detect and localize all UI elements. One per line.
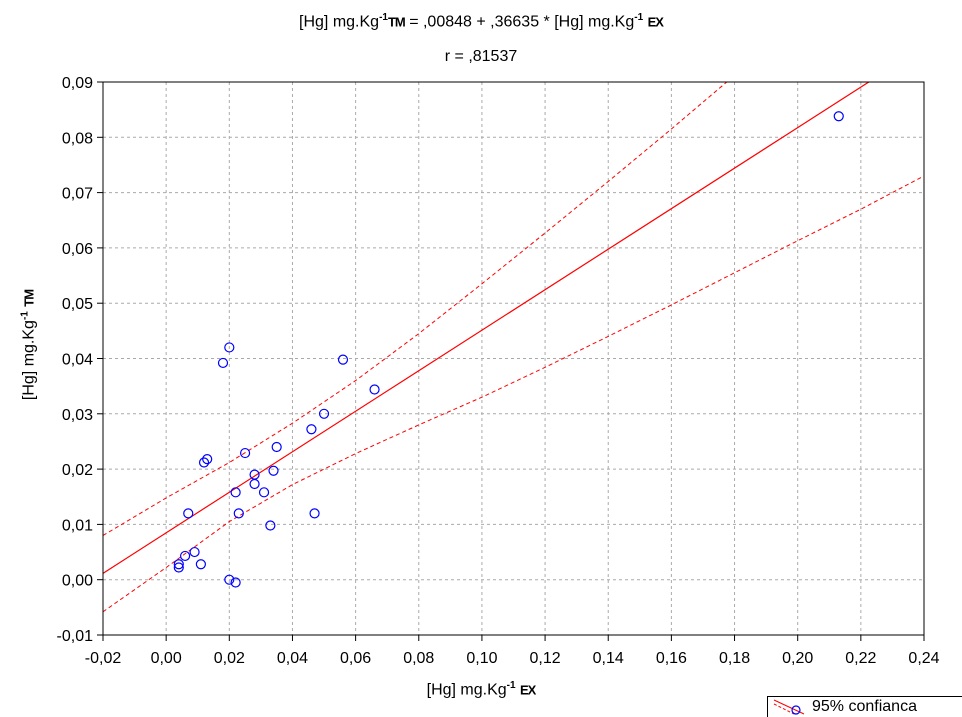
chart-subtitle: r = ,81537 — [444, 48, 518, 65]
x-tick-label: 0,12 — [530, 650, 561, 667]
data-point — [833, 111, 844, 122]
data-point — [249, 469, 260, 480]
data-point — [318, 408, 330, 419]
data-point — [173, 562, 184, 573]
title-tag-2: EX — [647, 14, 664, 30]
x-tick-label: -0,02 — [85, 650, 122, 667]
x-tick-label: 0,10 — [466, 650, 497, 667]
x-tick-label: 0,24 — [908, 650, 939, 667]
x-axis-ticks: -0,02 0,00 0,02 0,04 0,06 0,08 0,10 0,12 0,14 0,1… — [85, 635, 940, 667]
data-points — [173, 111, 844, 588]
x-tick-label: 0,00 — [151, 650, 182, 667]
x-tick-label: 0,06 — [340, 650, 371, 667]
x-tick-label: 0,08 — [403, 650, 434, 667]
xlabel-prefix: [Hg] mg.Kg — [426, 681, 507, 699]
data-point — [233, 508, 244, 519]
data-point — [173, 559, 184, 570]
data-point — [265, 520, 276, 531]
title-sup-2: -1 — [634, 12, 644, 23]
data-point — [306, 424, 317, 435]
y-axis-ticks: -0,01 0,00 0,01 0,02 0,03 0,04 0,05 0,06 0,07 0,0… — [57, 75, 103, 645]
ylabel-prefix: [Hg] mg.Kg — [20, 320, 38, 401]
lower-confidence-line — [103, 175, 924, 613]
x-tick-label: 0,22 — [845, 650, 876, 667]
x-tick-label: 0,16 — [656, 650, 687, 667]
x-tick-label: 0,02 — [214, 650, 245, 667]
x-tick-label: 0,04 — [277, 650, 308, 667]
grid-lines — [103, 82, 924, 635]
y-tick-label: 0,00 — [62, 573, 93, 590]
y-tick-label: 0,07 — [62, 186, 93, 203]
regression-line — [103, 82, 870, 574]
y-tick-label: 0,01 — [62, 517, 93, 534]
legend-label: 95% confianca — [812, 698, 917, 715]
legend: 95% confianca — [767, 696, 962, 717]
y-axis-label: [Hg] mg.Kg-1 TM — [19, 290, 38, 400]
title-sup-1: -1 — [379, 12, 388, 23]
data-point — [258, 487, 270, 498]
data-point — [217, 357, 229, 369]
data-point — [369, 384, 380, 395]
xlabel-sup: -1 — [506, 680, 516, 691]
data-point — [180, 550, 191, 562]
data-point — [309, 508, 320, 519]
title-middle: = ,00848 + ,36635 * [Hg] mg.Kg — [404, 13, 635, 31]
data-point — [202, 454, 213, 465]
title-prefix: [Hg] mg.Kg — [299, 13, 380, 31]
title-tag-1: TM — [387, 14, 406, 30]
chart-title: [Hg] mg.Kg-1TM = ,00848 + ,36635 * [Hg] … — [0, 12, 962, 31]
y-tick-label: 0,03 — [62, 407, 93, 424]
y-tick-label: 0,08 — [62, 130, 93, 147]
x-tick-label: 0,20 — [782, 650, 813, 667]
ylabel-sup: -1 — [19, 311, 31, 321]
xlabel-tag: EX — [520, 682, 536, 698]
ylabel-tag: TM — [21, 289, 37, 307]
y-tick-label: 0,06 — [62, 241, 93, 258]
x-tick-label: 0,14 — [593, 650, 624, 667]
data-point — [195, 559, 206, 570]
y-tick-label: 0,02 — [62, 462, 93, 479]
legend-swatch-icon — [773, 699, 805, 715]
y-tick-label: -0,01 — [57, 628, 94, 645]
data-point — [189, 546, 200, 558]
data-point — [224, 342, 235, 353]
y-tick-label: 0,04 — [62, 352, 93, 369]
y-tick-label: 0,05 — [62, 296, 93, 313]
confidence-band — [103, 82, 924, 613]
y-tick-label: 0,09 — [62, 75, 93, 92]
data-point — [249, 478, 260, 490]
data-point — [230, 487, 241, 498]
data-point — [230, 577, 241, 588]
data-point — [268, 465, 279, 476]
data-point — [271, 441, 282, 453]
data-point — [198, 457, 210, 468]
x-axis-label: [Hg] mg.Kg-1 EX — [0, 680, 962, 699]
fit-line — [103, 82, 870, 574]
data-point — [337, 354, 349, 365]
x-tick-label: 0,18 — [719, 650, 750, 667]
data-point — [239, 447, 251, 459]
data-point — [224, 574, 235, 585]
data-point — [183, 508, 194, 519]
upper-confidence-line — [103, 82, 728, 536]
